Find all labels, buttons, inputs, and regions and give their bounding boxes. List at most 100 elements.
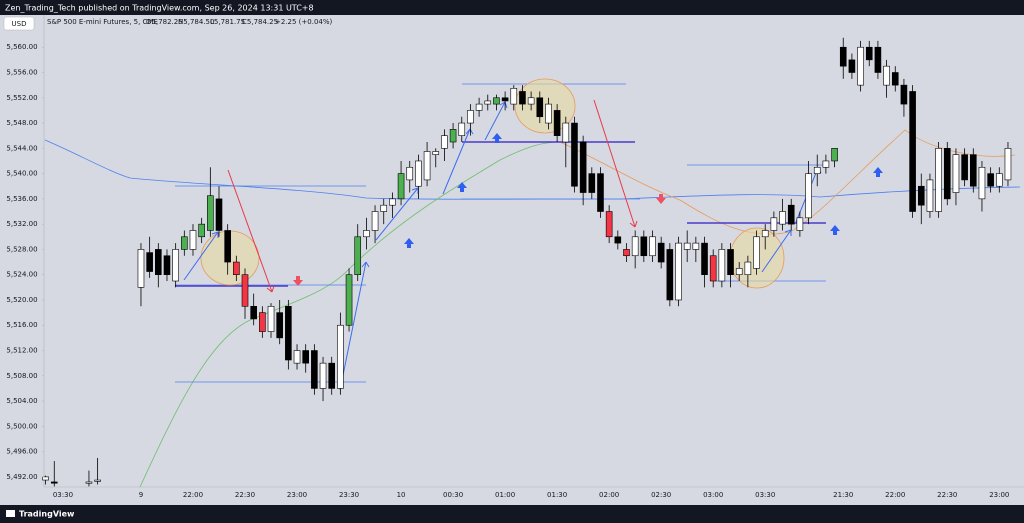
candle-body (943, 148, 951, 200)
candle-body (675, 242, 682, 301)
candle-body (406, 166, 414, 181)
y-tick-label: 5,524.00 (6, 271, 37, 279)
candle-body (94, 479, 101, 482)
candle-body (311, 350, 318, 389)
candle-body (796, 217, 804, 231)
y-tick-label: 5,512.00 (6, 347, 37, 355)
y-tick-label: 5,496.00 (6, 448, 37, 456)
brand: TradingView (6, 510, 75, 519)
x-tick-label: 22:00 (885, 491, 905, 499)
y-tick-label: 5,548.00 (6, 119, 37, 127)
x-tick-label: 10 (397, 491, 406, 499)
candle-body (415, 160, 422, 187)
x-tick-label: 03:30 (755, 491, 775, 499)
level-lines (175, 83, 826, 383)
candle-body (241, 274, 249, 307)
candle-body (735, 268, 743, 275)
y-tick-label: 5,536.00 (6, 195, 37, 203)
candle-body (588, 173, 596, 193)
candle-body (657, 242, 665, 263)
move-arrows (183, 101, 822, 391)
candle-body (475, 103, 483, 111)
y-tick-label: 5,540.00 (6, 170, 37, 178)
candle-body (995, 173, 1003, 187)
candle-body (926, 179, 934, 212)
candle-body (917, 185, 925, 206)
x-tick-label: 22:30 (937, 491, 957, 499)
candle-body (85, 481, 93, 484)
x-tick-label: 03:00 (703, 491, 723, 499)
candle-body (449, 129, 457, 143)
candle-body (805, 173, 812, 219)
publisher: Zen_Trading_Tech published on TradingVie… (5, 4, 314, 13)
candle-body (623, 249, 630, 257)
candle-body (137, 249, 145, 288)
symbol: S&P 500 E-mini Futures, 5, CME (47, 18, 158, 26)
candle-body (432, 151, 440, 155)
candle-body (744, 261, 752, 275)
candle-body (857, 46, 864, 86)
candle-body (753, 236, 760, 269)
candle-body (215, 198, 223, 231)
candle-body (302, 350, 310, 364)
signal-down (293, 194, 666, 286)
y-tick-label: 5,544.00 (6, 144, 37, 152)
candle-body (978, 166, 986, 200)
currency: USD (12, 20, 27, 28)
y-tick-label: 5,552.00 (6, 94, 37, 102)
candle-body (371, 211, 379, 231)
candle-body (692, 242, 700, 250)
candle-body (389, 198, 396, 206)
candle-body (536, 97, 544, 118)
candle-body (813, 166, 821, 174)
legend: S&P 500 E-mini Futures, 5, CME O5,782.25… (47, 18, 333, 26)
y-tick-label: 5,492.00 (6, 473, 37, 481)
candle-body (961, 154, 968, 181)
candle-body (267, 305, 275, 332)
y-tick-label: 5,560.00 (6, 43, 37, 51)
candle-body (839, 46, 847, 67)
y-tick-label: 5,508.00 (6, 372, 37, 380)
x-tick-label: 00:30 (443, 491, 463, 499)
x-tick-label: 23:00 (287, 491, 307, 499)
candle-body (467, 110, 474, 124)
candle-body (952, 154, 960, 193)
candles (42, 37, 1012, 487)
y-tick-label: 5,556.00 (6, 68, 37, 76)
y-tick-label: 5,500.00 (6, 422, 37, 430)
candle-body (883, 65, 890, 86)
candle-body (683, 242, 691, 250)
candle-body (553, 110, 561, 136)
candle-body (493, 97, 500, 105)
x-tick-label: 9 (139, 491, 143, 499)
candle-body (172, 249, 179, 282)
candle-body (198, 223, 205, 238)
y-tick-label: 5,528.00 (6, 245, 37, 253)
candle-body (571, 122, 578, 187)
candle-body (146, 252, 153, 272)
candle-body (831, 148, 838, 162)
candle-body (380, 204, 388, 212)
candle-body (50, 481, 58, 484)
brand-name: TradingView (19, 510, 75, 519)
x-tick-label: 02:00 (599, 491, 619, 499)
legend-high: H5,784.50 (178, 18, 214, 26)
candle-body (779, 211, 786, 225)
candle-body (597, 173, 604, 212)
candle-body (224, 230, 231, 263)
candle-body (319, 362, 327, 389)
candle-body (761, 230, 769, 238)
candle-body (900, 84, 908, 105)
candle-body (155, 249, 162, 275)
candle-body (727, 249, 734, 275)
y-tick-label: 5,516.00 (6, 321, 37, 329)
candle-body (354, 236, 362, 275)
candle-body (510, 87, 518, 105)
candle-body (718, 249, 726, 282)
candle-body (250, 305, 257, 320)
candle-body (337, 324, 344, 389)
candle-body (345, 274, 353, 326)
candle-body (865, 46, 873, 61)
legend-change: +2.25 (+0.04%) (275, 18, 333, 26)
